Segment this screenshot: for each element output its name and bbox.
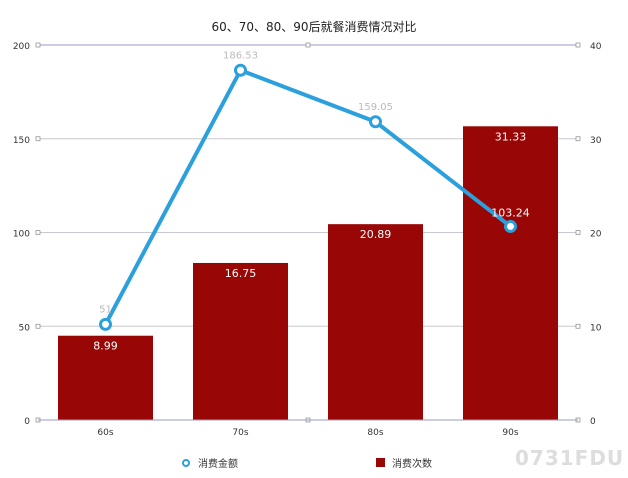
chart-title: 60、70、80、90后就餐消费情况对比 xyxy=(211,19,416,34)
right-tick-label: 0 xyxy=(590,417,596,427)
legend-bar-icon xyxy=(376,458,385,467)
line-point xyxy=(369,115,382,129)
bar xyxy=(58,335,153,420)
bar-data-label: 16.75 xyxy=(225,267,257,280)
axis-handle xyxy=(35,42,41,48)
right-tick-label: 10 xyxy=(590,323,602,333)
left-tick-label: 0 xyxy=(24,417,30,427)
line-data-label: 159.05 xyxy=(358,102,393,113)
bar-data-label: 31.33 xyxy=(495,130,527,143)
legend-label: 消费次数 xyxy=(392,457,432,470)
left-tick-label: 50 xyxy=(19,323,31,333)
legend-label: 消费金额 xyxy=(198,457,238,470)
left-tick-label: 150 xyxy=(13,136,30,146)
x-tick-label: 70s xyxy=(232,428,248,438)
right-tick-label: 40 xyxy=(590,42,602,52)
line-point xyxy=(504,219,517,233)
axis-handle xyxy=(35,230,41,235)
bar xyxy=(328,224,423,420)
legend-line-icon xyxy=(182,459,190,467)
bar xyxy=(463,126,558,420)
line-series xyxy=(103,68,512,326)
line-data-label: 51 xyxy=(99,304,112,315)
axis-handle xyxy=(305,42,311,48)
bar-data-label: 8.99 xyxy=(93,340,118,353)
x-tick-label: 80s xyxy=(367,428,383,438)
line-point xyxy=(234,63,247,77)
right-tick-label: 20 xyxy=(590,230,602,240)
left-tick-label: 100 xyxy=(13,230,30,240)
axis-handle xyxy=(575,136,581,142)
line-data-label: 186.53 xyxy=(223,50,258,61)
x-tick-label: 90s xyxy=(502,428,518,438)
axis-handle xyxy=(35,136,41,142)
bar xyxy=(193,262,288,420)
watermark-logo: 0731FDU xyxy=(515,446,625,470)
line-point xyxy=(99,317,112,331)
axis-handle xyxy=(35,323,41,329)
axis-handle xyxy=(575,230,581,235)
axis-handle xyxy=(575,323,581,329)
bar-data-label: 20.89 xyxy=(360,228,392,241)
left-tick-label: 200 xyxy=(13,42,30,52)
x-tick-label: 60s xyxy=(97,428,113,438)
axis-handle xyxy=(575,42,581,48)
line-data-label: 103.24 xyxy=(491,206,530,219)
right-tick-label: 30 xyxy=(590,136,602,146)
